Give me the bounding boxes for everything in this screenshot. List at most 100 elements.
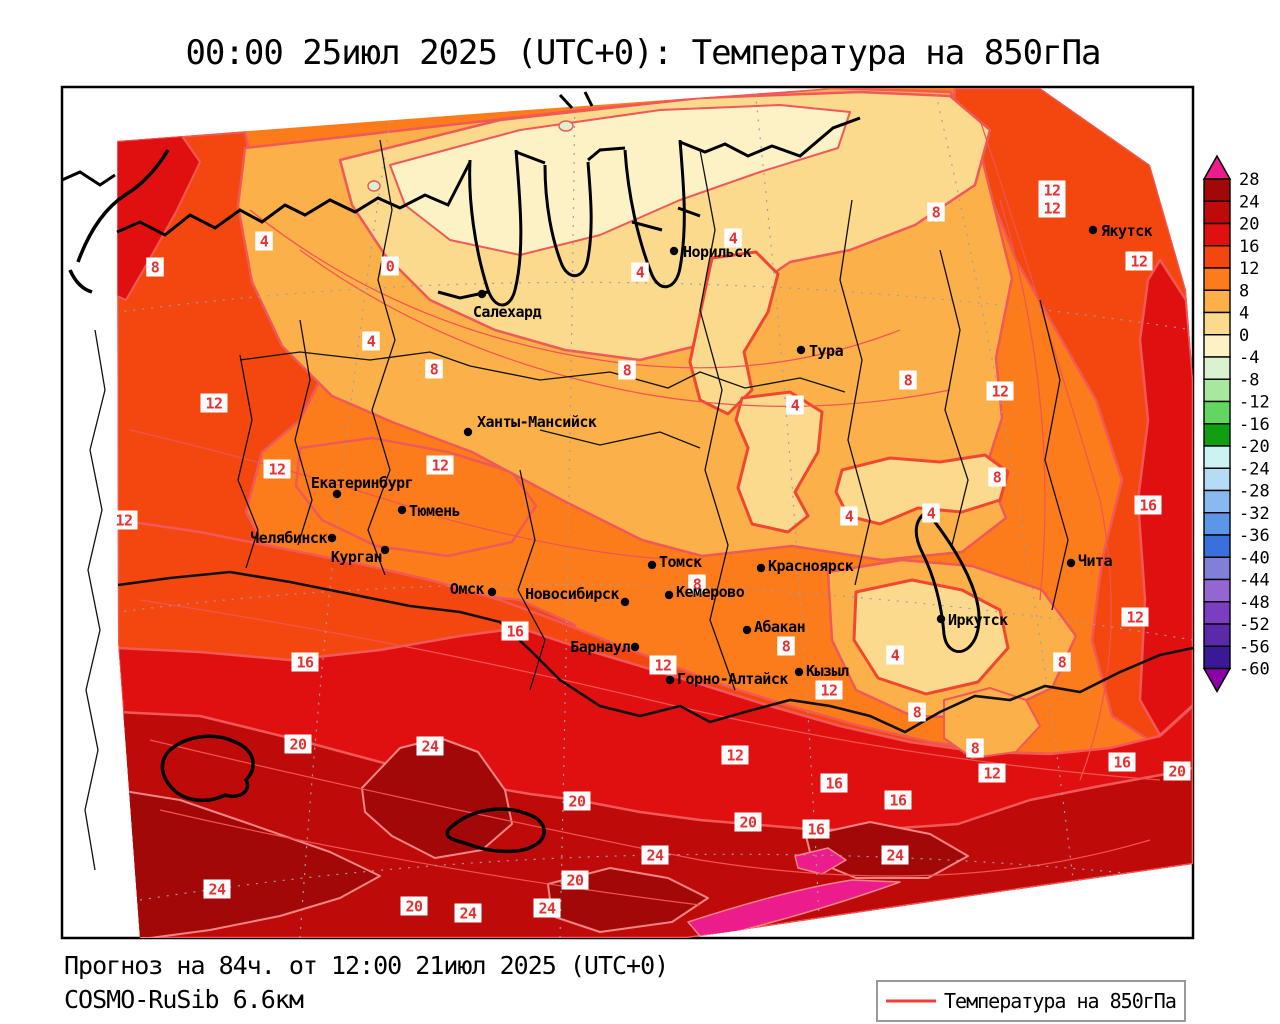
contour-label-value: 12: [991, 383, 1008, 401]
contour-label-box: [362, 331, 380, 351]
city-dot: [794, 667, 804, 677]
lake-baikal: [914, 510, 981, 653]
contour-label: 12: [1121, 607, 1149, 627]
contour-label-value: 4: [845, 508, 854, 526]
contour-label-value: 8: [913, 704, 922, 722]
contour-label-value: 8: [782, 638, 791, 656]
colorbar-tick-label: -44: [1239, 571, 1270, 591]
city-label: Тура: [809, 342, 844, 360]
contour-label: 24: [533, 898, 561, 918]
contour-label-value: 12: [1130, 253, 1147, 271]
contour-label-value: 20: [568, 793, 586, 811]
city-label: Горно-Алтайск: [677, 670, 788, 688]
contour-label-value: 4: [260, 233, 269, 251]
contour-label-value: 24: [646, 847, 664, 865]
coast-segment: [515, 150, 546, 165]
temp-band-m8-m4-spot: [367, 180, 381, 192]
contour-label: 12: [1125, 251, 1153, 271]
contour-label-value: 12: [1043, 182, 1060, 200]
contour-label-box: [820, 773, 848, 793]
contour-label: 8: [777, 636, 795, 656]
contour-label: 8: [899, 370, 917, 390]
contour-label-value: 16: [1139, 497, 1157, 515]
novaya-zemlya-coast: [68, 149, 170, 294]
colorbar-band: [1203, 178, 1231, 202]
contour-label-value: 4: [367, 333, 376, 351]
colorbar-band: [1203, 578, 1231, 603]
norilsk-lakes: [631, 206, 701, 232]
contour-label-value: 8: [993, 469, 1002, 487]
city-label: Новосибирск: [525, 585, 619, 603]
city-label: Ханты-Мансийск: [477, 413, 597, 431]
city-label: Чита: [1078, 552, 1113, 570]
city-dot: [669, 246, 679, 256]
colorbar-tick-label: 0: [1239, 326, 1249, 346]
contour-label: 12: [978, 763, 1006, 783]
colorbar-band: [1203, 445, 1231, 469]
contour-label: 8: [1053, 652, 1071, 672]
contour-label-box: [840, 506, 858, 526]
contour-label-box: [425, 359, 443, 379]
contour-label-value: 8: [693, 576, 702, 594]
colorbar-band: [1203, 334, 1231, 358]
contour-label-value: 16: [1113, 754, 1131, 772]
colorbar-band: [1203, 556, 1231, 581]
taymyr-coast: [679, 116, 861, 158]
contour-label-box: [966, 738, 984, 758]
city-dot: [796, 345, 806, 355]
contour-label: 12: [1038, 198, 1066, 218]
city-label: Якутск: [1101, 222, 1153, 240]
contour-label-value: 20: [289, 736, 307, 754]
contour-label-value: 16: [506, 623, 524, 641]
contour-label-box: [724, 228, 742, 248]
contour-label-box: [1038, 198, 1066, 218]
contour-label-box: [649, 655, 677, 675]
colorbar-tick-label: -40: [1239, 548, 1270, 568]
city-marker: Кемерово: [664, 583, 745, 601]
city-label: Томск: [659, 553, 702, 571]
geography-layer: [61, 91, 981, 854]
contour-label-box: [454, 903, 482, 923]
colorbar-tick-label: 8: [1239, 281, 1249, 301]
contour-label-box: [927, 202, 945, 222]
contour-label-box: [734, 812, 762, 832]
contour-label-value: 12: [820, 682, 837, 700]
contour-label-value: 8: [151, 259, 160, 277]
contour-label-box: [1108, 752, 1136, 772]
city-dot: [742, 625, 752, 635]
city-dot: [665, 675, 675, 685]
colorbar-tick-label: -4: [1239, 348, 1259, 368]
city-label: Абакан: [754, 618, 805, 636]
contour-label: 4: [724, 228, 742, 248]
city-dot: [1088, 225, 1098, 235]
contour-label-box: [786, 395, 804, 415]
colorbar-tick-label: -8: [1239, 370, 1259, 390]
colorbar-band: [1203, 267, 1231, 291]
city-marker: Екатеринбург: [311, 474, 414, 499]
contour-label-box: [802, 819, 830, 839]
contour-label-box: [1125, 251, 1153, 271]
contour-label-value: 12: [983, 765, 1000, 783]
colorbar-tick-label: 4: [1239, 304, 1249, 324]
contour-label-value: 16: [807, 821, 825, 839]
contour-label-value: 8: [623, 362, 632, 380]
contour-label-box: [777, 636, 795, 656]
contour-label-box: [908, 702, 926, 722]
contour-label-box: [922, 503, 940, 523]
city-marker: Норильск: [669, 243, 752, 261]
contour-label-value: 12: [115, 512, 132, 530]
contour-label-box: [618, 360, 636, 380]
contour-label-box: [501, 621, 529, 641]
colorbar-band: [1203, 423, 1231, 447]
colorbar-band: [1203, 601, 1231, 625]
contour-label: 8: [988, 467, 1006, 487]
temp-band-m4-0: [389, 104, 851, 256]
city-dot: [756, 563, 766, 573]
contour-label-value: 8: [932, 204, 941, 222]
taz-estuary-coast: [543, 161, 593, 278]
contour-label-value: 12: [726, 747, 743, 765]
city-dot: [664, 590, 674, 600]
colorbar-tick-label: -48: [1239, 593, 1270, 613]
city-marker: Иркутск: [936, 611, 1009, 629]
